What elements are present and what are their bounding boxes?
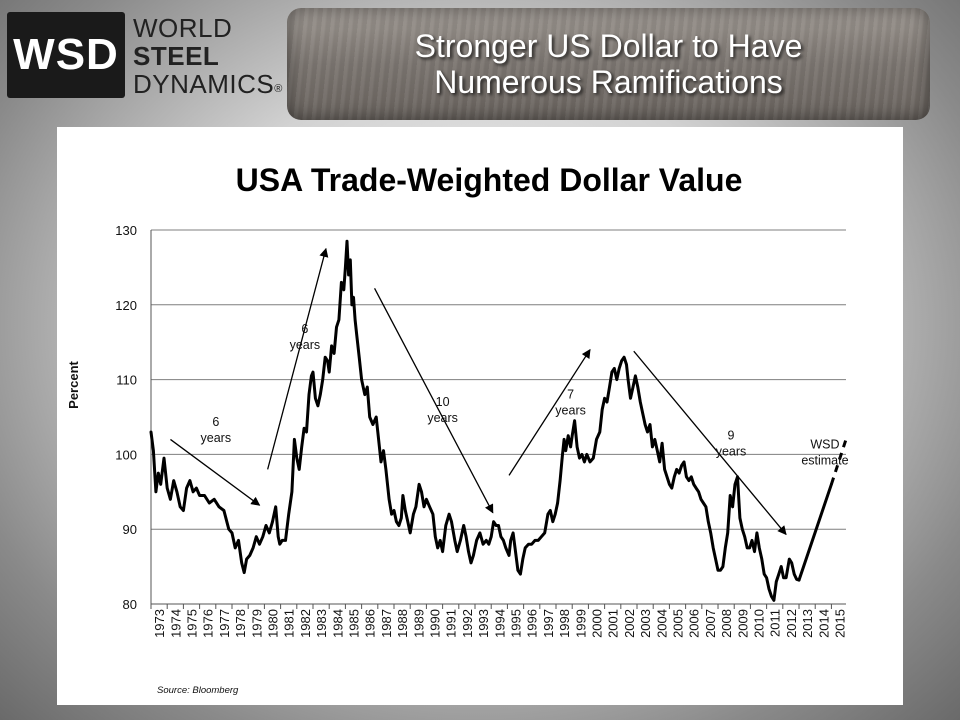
x-tick-label: 1996 <box>525 609 540 638</box>
x-tick-label: 1975 <box>185 609 200 638</box>
x-tick-label: 2011 <box>768 609 783 637</box>
x-tick-label: 1999 <box>573 609 588 638</box>
cycle-annotation: 6 years <box>290 322 321 352</box>
cycle-annotation: WSD estimate <box>801 437 848 467</box>
registered-mark: ® <box>274 83 283 95</box>
x-tick-label: 1978 <box>233 609 248 638</box>
slide-title-line-1: Stronger US Dollar to Have <box>414 28 803 64</box>
slide-title-line-2: Numerous Ramifications <box>434 64 783 100</box>
x-tick-label: 1974 <box>168 609 183 638</box>
x-tick-label: 1995 <box>509 609 524 638</box>
x-tick-label: 1977 <box>217 609 232 638</box>
dollar-value-chart: USA Trade-Weighted Dollar Value 80 90 100 1… <box>66 162 849 696</box>
x-tick-label: 2002 <box>622 609 637 638</box>
x-tick-label: 2001 <box>606 609 621 638</box>
x-tick-label: 2013 <box>800 609 815 638</box>
logo-abbr: WSD <box>7 12 125 98</box>
logo-line-world: WORLD <box>133 13 233 43</box>
x-tick-label: 1985 <box>347 609 362 638</box>
chart-title: USA Trade-Weighted Dollar Value <box>236 162 743 198</box>
x-tick-label: 2005 <box>671 609 686 638</box>
cycle-annotation: 7 years <box>555 387 586 417</box>
x-tick-label: 1979 <box>249 609 264 638</box>
x-tick-label: 2007 <box>703 609 718 638</box>
x-tick-label: 1976 <box>201 609 216 638</box>
x-tick-label: 1992 <box>460 609 475 638</box>
x-tick-label: 1997 <box>541 609 556 638</box>
cycle-annotation: 6 years <box>201 415 232 445</box>
x-tick-label: 1998 <box>557 609 572 638</box>
x-tick-label: 2014 <box>816 609 831 638</box>
x-tick-label: 2004 <box>654 609 669 638</box>
x-tick-label: 2010 <box>752 609 767 638</box>
wsd-logo: WSD WORLD STEEL DYNAMICS® <box>7 10 282 100</box>
x-tick-label: 2008 <box>719 609 734 638</box>
slide-title-banner: Stronger US Dollar to Have Numerous Rami… <box>287 8 930 120</box>
wsd-estimate-line <box>797 482 833 582</box>
x-tick-label: 1988 <box>395 609 410 638</box>
x-tick-label: 1980 <box>266 609 281 638</box>
dollar-index-line <box>149 239 801 602</box>
logo-dynamics-text: DYNAMICS <box>133 69 275 99</box>
y-tick-label: 100 <box>115 447 137 462</box>
x-tick-label: 1991 <box>444 609 459 638</box>
y-tick-label: 130 <box>115 223 137 238</box>
x-tick-label: 1989 <box>411 609 426 638</box>
cycle-annotation: 10 years <box>427 395 458 425</box>
trend-arrow <box>508 348 591 476</box>
x-tick-label: 1973 <box>152 609 167 638</box>
logo-line-dynamics: DYNAMICS® <box>133 70 293 103</box>
trend-arrow <box>170 438 261 506</box>
y-tick-label: 90 <box>123 522 137 537</box>
x-tick-label: 1993 <box>476 609 491 638</box>
x-tick-label: 2003 <box>638 609 653 638</box>
logo-line-steel: STEEL <box>133 41 220 71</box>
chart-source: Source: Bloomberg <box>157 685 239 696</box>
x-tick-label: 1983 <box>314 609 329 638</box>
y-axis-label: Percent <box>66 360 81 408</box>
x-tick-label: 2012 <box>784 609 799 638</box>
x-tick-label: 1984 <box>330 609 345 638</box>
wsd-estimate-dashed-line <box>829 438 848 485</box>
x-tick-label: 1986 <box>363 609 378 638</box>
cycle-annotation: 9 years <box>716 428 747 458</box>
x-tick-label: 1990 <box>428 609 443 638</box>
trend-arrow <box>373 288 494 514</box>
chart-panel: USA Trade-Weighted Dollar Value 80 90 100 1… <box>57 127 903 705</box>
x-tick-label: 1994 <box>492 609 507 638</box>
y-tick-label: 120 <box>115 298 137 313</box>
x-tick-label: 2006 <box>687 609 702 638</box>
x-tick-label: 2009 <box>735 609 750 638</box>
y-tick-label: 80 <box>123 597 137 612</box>
x-tick-label: 2015 <box>833 609 848 638</box>
trend-arrow <box>633 350 787 536</box>
x-tick-label: 1987 <box>379 609 394 638</box>
x-tick-label: 1982 <box>298 609 313 638</box>
trend-arrow <box>267 247 329 470</box>
x-tick-label: 2000 <box>590 609 605 638</box>
y-tick-label: 110 <box>116 373 137 388</box>
logo-wordmark: WORLD STEEL DYNAMICS® <box>133 14 293 103</box>
x-tick-label: 1981 <box>282 609 297 638</box>
